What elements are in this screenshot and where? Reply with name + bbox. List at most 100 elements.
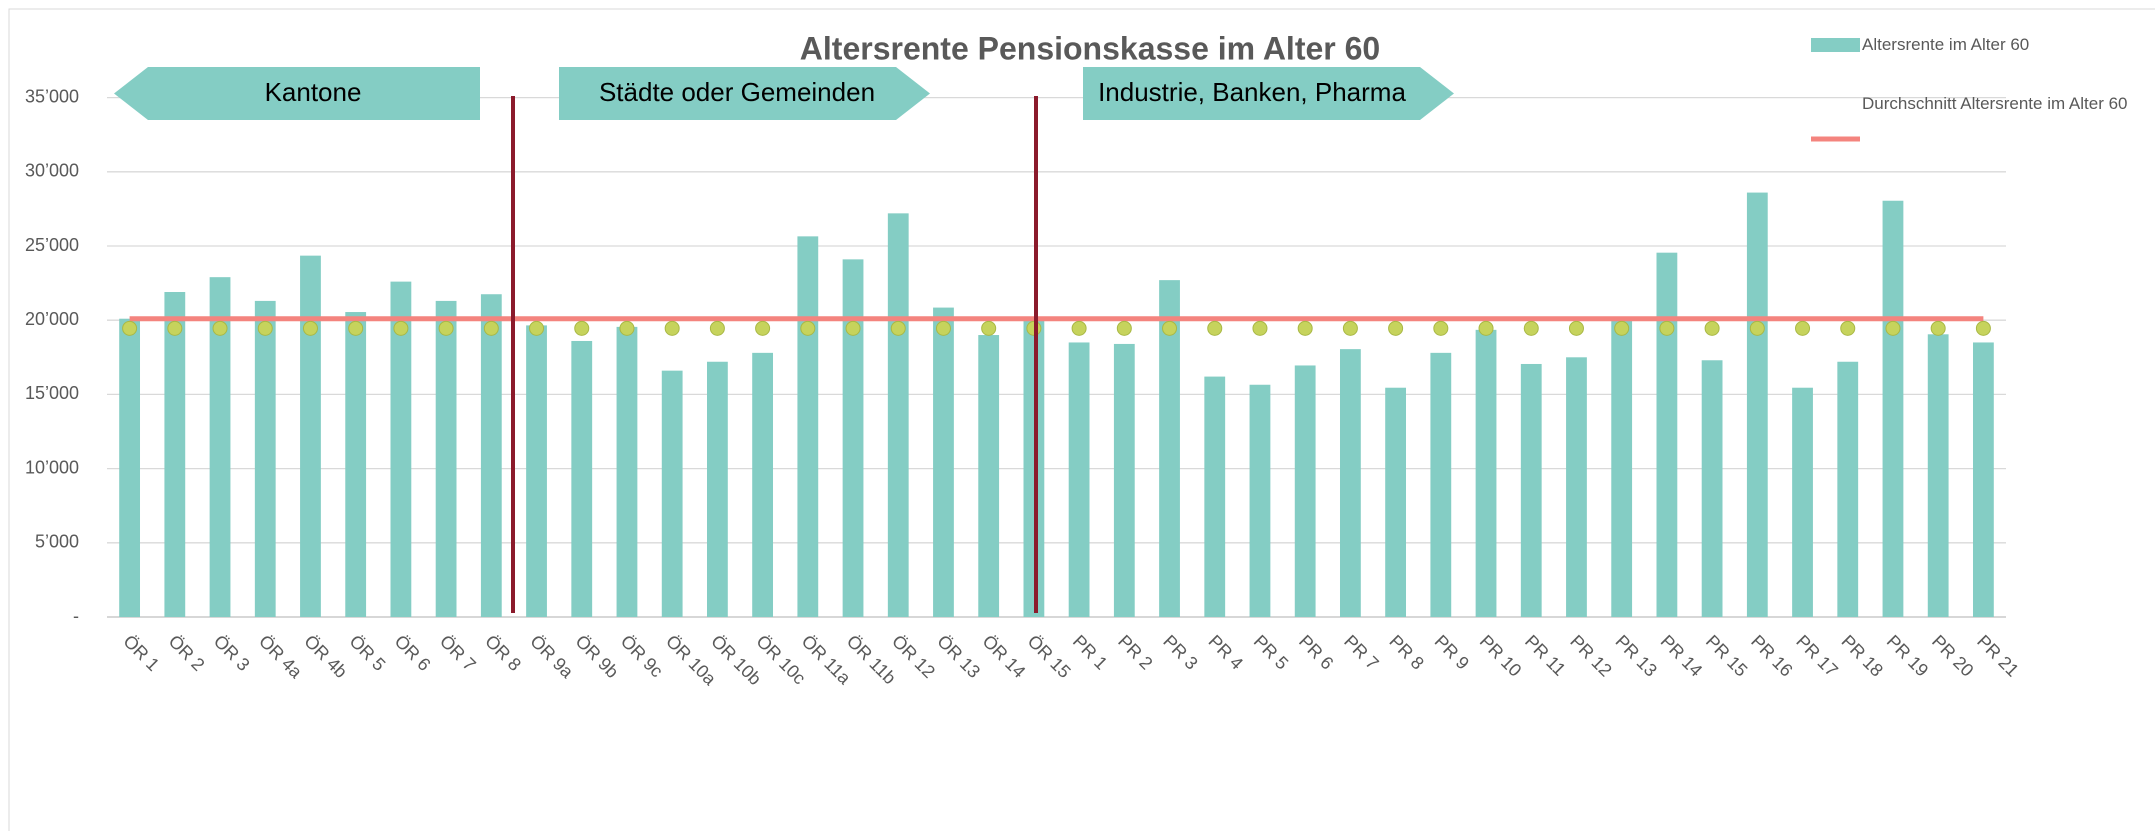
dot	[1930, 320, 1946, 336]
annotation: Kantone	[265, 77, 362, 107]
x-tick-label: PR 11	[1521, 631, 1570, 680]
plot-area: - 5’000 10’000 15’000 20’000 25’000 30’000 35’0…	[25, 86, 2023, 689]
dot	[1523, 320, 1539, 336]
x-tick-label: PR 7	[1340, 631, 1382, 673]
dot	[167, 320, 183, 336]
x-tick-label: PR 3	[1159, 631, 1201, 673]
x-tick-label: PR 4	[1205, 631, 1247, 673]
dot	[1026, 320, 1042, 336]
dot	[1297, 320, 1313, 336]
bar	[1701, 360, 1723, 617]
dot	[1116, 320, 1132, 336]
bar	[345, 312, 367, 617]
x-tick-label: ÖR 8	[481, 631, 525, 675]
bar	[797, 236, 819, 617]
dot	[1885, 320, 1901, 336]
dot	[257, 320, 273, 336]
x-tick-label: ÖR 2	[165, 631, 209, 675]
bar	[887, 213, 909, 618]
bar	[1611, 318, 1633, 617]
x-tick-label: PR 10	[1476, 631, 1526, 681]
dot	[1975, 320, 1991, 336]
dot	[1749, 320, 1765, 336]
dot	[1433, 320, 1449, 336]
bar	[1113, 343, 1135, 617]
bar	[1972, 342, 1994, 617]
bar	[1566, 357, 1587, 617]
x-tick-label: PR 6	[1295, 631, 1337, 673]
chart-border	[8, 8, 2155, 831]
dot	[1568, 320, 1584, 336]
x-tick-label: PR 13	[1611, 631, 1661, 681]
dot	[755, 320, 771, 336]
bar	[706, 361, 728, 617]
y-tick-label: 30’000	[25, 161, 79, 181]
chart-title: Altersrente Pensionskasse im Alter 60	[800, 30, 1380, 66]
x-tick-label: PR 2	[1114, 631, 1156, 673]
x-tick-label: ÖR 4a	[255, 631, 307, 683]
dot	[1071, 320, 1087, 336]
legend-swatch	[1811, 38, 1860, 52]
x-tick-label: PR 16	[1747, 631, 1797, 681]
bar	[1204, 376, 1226, 617]
x-tick-label: ÖR 11b	[843, 631, 900, 688]
dot	[1388, 320, 1404, 336]
annotation-arrow	[559, 67, 930, 120]
x-tick-label: ÖR 10c	[752, 631, 809, 688]
bar	[164, 292, 186, 617]
bar	[435, 300, 457, 617]
bar	[254, 300, 276, 617]
dot	[935, 320, 951, 336]
bar	[1927, 334, 1949, 617]
dot	[438, 320, 454, 336]
x-tick-label: ÖR 3	[210, 631, 254, 675]
x-tick-label: PR 9	[1431, 631, 1473, 673]
x-tick-label: ÖR 13	[933, 631, 984, 682]
bar	[842, 259, 864, 617]
y-tick-label: 5’000	[35, 532, 79, 552]
annotation-arrow	[1083, 67, 1454, 120]
dot	[483, 320, 499, 336]
x-tick-label: PR 18	[1838, 631, 1888, 681]
dot	[1840, 320, 1856, 336]
y-tick-label: 10’000	[25, 457, 79, 477]
x-tick-label: PR 20	[1928, 631, 1978, 681]
legend-label: Durchschnitt Altersrente im Alter 60	[1862, 94, 2128, 113]
x-tick-label: PR 5	[1250, 631, 1292, 673]
annotation: Städte oder Gemeinden	[599, 77, 875, 107]
dot	[800, 320, 816, 336]
bar	[1475, 329, 1497, 617]
bar	[1837, 361, 1859, 617]
x-tick-label: ÖR 9a	[526, 631, 578, 683]
dot	[1795, 320, 1811, 336]
legend-label: Altersrente im Alter 60	[1862, 35, 2030, 54]
x-tick-label: PR 21	[1973, 631, 2023, 681]
bar	[480, 294, 502, 617]
annotation: Industrie, Banken, Pharma	[1098, 77, 1406, 107]
bar	[1385, 387, 1407, 617]
dot	[1704, 320, 1720, 336]
x-tick-label: PR 15	[1702, 631, 1752, 681]
bar	[300, 255, 321, 617]
dot	[122, 320, 138, 336]
dot	[574, 320, 590, 336]
bar	[1339, 349, 1361, 617]
bar	[1792, 387, 1813, 617]
dot	[981, 320, 997, 336]
bar	[119, 318, 141, 617]
annotation-arrow	[114, 67, 480, 120]
x-tick-label: ÖR 14	[978, 631, 1029, 682]
bar	[571, 340, 593, 617]
y-tick-label: 35’000	[25, 86, 79, 106]
y-tick-label: 15’000	[25, 383, 79, 403]
bar	[1068, 342, 1090, 617]
dot	[1162, 320, 1178, 336]
dot	[664, 320, 680, 336]
bar	[1023, 318, 1045, 617]
dot	[1659, 320, 1675, 336]
x-tick-label: ÖR 4b	[300, 631, 351, 682]
bar	[209, 277, 231, 617]
dot	[1252, 320, 1268, 336]
bar	[1746, 192, 1768, 618]
